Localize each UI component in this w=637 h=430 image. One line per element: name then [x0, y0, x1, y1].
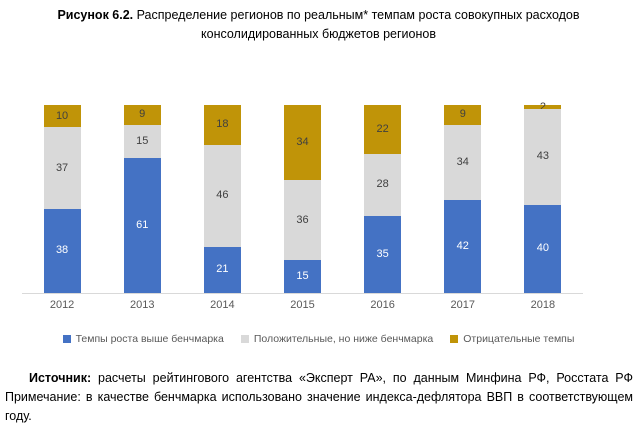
- bar-column-2016: 35 28 22: [343, 105, 423, 293]
- x-axis-label-2013: 2013: [129, 299, 155, 311]
- source-label: Источник:: [29, 371, 92, 385]
- bar-column-2012: 38 37 10: [22, 105, 102, 293]
- note-label: Примечание:: [5, 389, 81, 404]
- legend-swatch-icon: [62, 335, 71, 343]
- legend-swatch-icon: [450, 335, 459, 343]
- data-label: 9: [459, 108, 466, 121]
- x-axis-labels: 2012 2013 2014 2015 2016 2017 2018: [22, 299, 583, 311]
- bar-stack-2012: 38 37 10: [43, 105, 81, 293]
- segment-2016: 22: [364, 105, 402, 154]
- data-label: 22: [376, 122, 389, 135]
- legend-swatch-icon: [240, 335, 249, 343]
- segment-2018: 43: [524, 109, 562, 205]
- data-label: 61: [136, 219, 149, 232]
- segment-2013: 15: [123, 124, 161, 159]
- data-label: 34: [456, 156, 469, 169]
- x-axis-label-2017: 2017: [450, 299, 476, 311]
- bar-stack-2013: 61 15 9: [123, 105, 161, 293]
- segment-2013: 61: [123, 158, 161, 293]
- data-label: 42: [456, 240, 469, 253]
- segment-2012: 10: [43, 105, 81, 128]
- data-label: 18: [216, 118, 229, 131]
- data-label: 15: [296, 269, 309, 282]
- bar-column-2014: 21 46 18: [182, 105, 262, 293]
- legend-item: Темпы роста выше бенчмарка: [62, 333, 224, 345]
- bar-column-2018: 40 43 2: [503, 101, 583, 293]
- legend-label: Отрицательные темпы: [463, 333, 575, 345]
- bar-stack-2016: 35 28 22: [364, 105, 402, 293]
- segment-2015: 34: [283, 105, 321, 181]
- data-label: 21: [216, 263, 229, 276]
- segment-2018: 40: [524, 204, 562, 293]
- segment-2016: 35: [364, 215, 402, 293]
- legend-label: Положительные, но ниже бенчмарка: [253, 333, 434, 345]
- note-text: в качестве бенчмарка использовано значен…: [5, 389, 633, 423]
- bar-stack-2017: 42 34 9: [444, 105, 482, 293]
- segment-2015: 36: [283, 180, 321, 260]
- data-label: 2: [539, 100, 546, 113]
- segment-2014: 21: [203, 246, 241, 293]
- x-axis-label-2014: 2014: [210, 299, 235, 311]
- bar-stack-2018: 40 43 2: [524, 101, 562, 293]
- data-label: 40: [536, 242, 550, 255]
- data-label: 37: [55, 161, 69, 174]
- segment-2018: 2: [524, 101, 562, 112]
- segment-2017: 42: [444, 200, 482, 293]
- data-label: 10: [55, 109, 69, 122]
- x-axis-label-2012: 2012: [49, 299, 75, 311]
- chart-title: Рисунок 6.2. Распределение регионов по р…: [8, 6, 629, 44]
- data-label: 34: [296, 136, 309, 149]
- segment-2015: 15: [283, 259, 321, 293]
- x-axis-label-2018: 2018: [530, 299, 556, 311]
- segment-2013: 9: [123, 105, 161, 125]
- legend-item: Отрицательные темпы: [450, 333, 574, 345]
- stacked-bar-chart: 38 37 10 61 15 9 21 46 18 15 36 34 35 28 22 42 34 9 40 43 2: [22, 101, 583, 294]
- bar-stack-2015: 15 36 34: [283, 105, 321, 293]
- segment-2017: 9: [444, 105, 482, 125]
- data-label: 43: [536, 150, 550, 163]
- chart-title-text: Распределение регионов по реальным* темп…: [133, 8, 580, 41]
- data-label: 46: [216, 189, 229, 202]
- segment-2014: 18: [203, 105, 241, 145]
- bar-column-2015: 15 36 34: [262, 105, 342, 293]
- legend-item: Положительные, но ниже бенчмарка: [240, 333, 434, 345]
- bar-column-2013: 61 15 9: [102, 105, 182, 293]
- chart-title-number: Рисунок 6.2.: [57, 8, 134, 22]
- data-label: 15: [136, 135, 149, 147]
- chart-legend: Темпы роста выше бенчмарка Положительные,…: [0, 333, 637, 345]
- data-label: 36: [296, 213, 309, 226]
- segment-2014: 46: [203, 144, 241, 247]
- x-axis-label-2016: 2016: [370, 299, 395, 311]
- source-text: расчеты рейтингового агентства «Эксперт …: [91, 371, 633, 385]
- segment-2012: 38: [43, 208, 81, 293]
- bar-column-2017: 42 34 9: [423, 105, 503, 293]
- data-label: 9: [139, 108, 146, 121]
- x-axis-label-2015: 2015: [290, 299, 315, 311]
- segment-2016: 28: [364, 153, 402, 216]
- bar-stack-2014: 21 46 18: [203, 105, 241, 293]
- legend-label: Темпы роста выше бенчмарка: [75, 333, 224, 345]
- segment-2012: 37: [43, 127, 81, 209]
- data-label: 28: [376, 178, 389, 191]
- data-label: 38: [55, 244, 69, 257]
- segment-2017: 34: [444, 124, 482, 201]
- data-label: 35: [376, 247, 389, 260]
- source-note: Источник: расчеты рейтингового агентства…: [5, 369, 633, 425]
